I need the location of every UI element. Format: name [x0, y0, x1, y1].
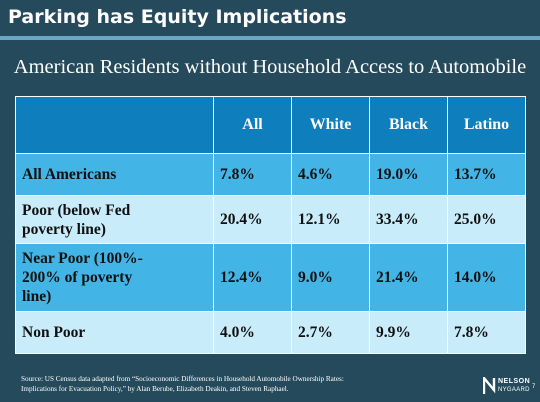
row-header-poor: Poor (below Fed poverty line) — [15, 195, 214, 244]
row-label-line: Poor (below Fed — [22, 201, 131, 219]
table-cell: 4.6% — [291, 153, 370, 196]
table-cell: 4.0% — [213, 311, 292, 354]
logo-text-nelson: NELSON — [498, 378, 531, 385]
page-number: 7 — [532, 384, 536, 390]
row-label-line: All Americans — [22, 166, 117, 183]
table-cell: 7.8% — [213, 153, 292, 196]
column-header-latino: Latino — [447, 96, 526, 154]
table-cell: 21.4% — [369, 243, 448, 312]
row-label-line: poverty line) — [22, 220, 106, 238]
table-title: American Residents without Household Acc… — [13, 56, 527, 78]
source-note: Source: US Census data adapted from “Soc… — [21, 374, 481, 394]
column-header-blank — [15, 96, 214, 154]
row-label-line: Non Poor — [22, 324, 86, 341]
slide-title: Parking has Equity Implications — [8, 6, 347, 28]
column-header-white: White — [291, 96, 370, 154]
logo-text-nygaard: NYGAARD — [498, 387, 530, 393]
table-cell: 19.0% — [369, 153, 448, 196]
row-header-all-americans: All Americans — [15, 153, 214, 196]
title-divider — [0, 36, 540, 40]
column-header-black: Black — [369, 96, 448, 154]
nelson-nygaard-logo: NELSON NYGAARD — [483, 376, 531, 398]
data-table: All White Black Latino All Americans 7.8… — [15, 96, 526, 354]
header-row: All White Black Latino — [15, 96, 526, 154]
table-cell: 12.1% — [291, 195, 370, 244]
column-header-all: All — [213, 96, 292, 154]
source-line: Source: US Census data adapted from “Soc… — [21, 375, 344, 383]
row-header-non-poor: Non Poor — [15, 311, 214, 354]
table-cell: 25.0% — [447, 195, 526, 244]
table-row: Poor (below Fed poverty line) 20.4% 12.1%… — [15, 195, 526, 244]
table-row: Near Poor (100%- 200% of poverty line) 12.… — [15, 243, 526, 312]
table-cell: 9.0% — [291, 243, 370, 312]
table-cell: 13.7% — [447, 153, 526, 196]
table-cell: 33.4% — [369, 195, 448, 244]
row-label-line: 200% of poverty — [22, 269, 133, 286]
table-row: All Americans 7.8% 4.6% 19.0% 13.7% — [15, 153, 526, 196]
source-line: Implications for Evacuation Policy,” by … — [21, 385, 289, 393]
table-cell: 12.4% — [213, 243, 292, 312]
table-cell: 9.9% — [369, 311, 448, 354]
table-cell: 14.0% — [447, 243, 526, 312]
logo-mark-icon — [483, 377, 496, 394]
row-label-line: line) — [22, 288, 52, 305]
table-cell: 2.7% — [291, 311, 370, 354]
row-header-near-poor: Near Poor (100%- 200% of poverty line) — [15, 243, 214, 312]
table-cell: 7.8% — [447, 311, 526, 354]
row-label-line: Near Poor (100%- — [22, 250, 143, 267]
table-row: Non Poor 4.0% 2.7% 9.9% 7.8% — [15, 311, 526, 354]
table-cell: 20.4% — [213, 195, 292, 244]
